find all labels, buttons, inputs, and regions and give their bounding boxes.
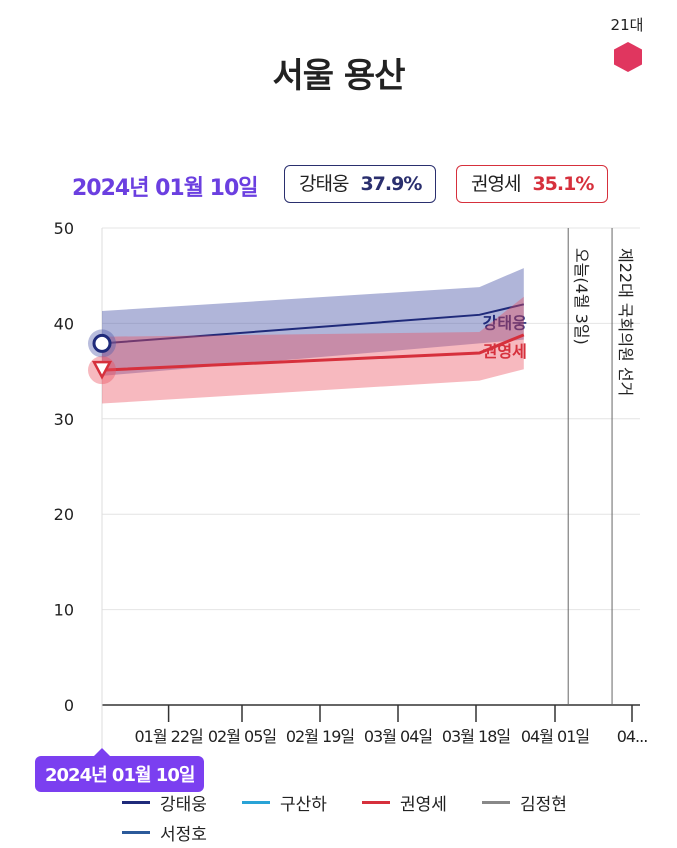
- y-tick-label: 50: [54, 219, 74, 238]
- series-line: [101, 333, 525, 372]
- badge-value: 35.1%: [532, 173, 594, 195]
- confidence-band: [102, 268, 524, 376]
- y-tick-label: 40: [54, 314, 74, 333]
- badge-name: 권영세: [471, 173, 521, 195]
- series-end-label: 권영세: [483, 342, 527, 361]
- x-tick-label: 01월 22일: [134, 727, 203, 746]
- badge-name: 강태웅: [299, 173, 349, 195]
- legend-item[interactable]: 김정현: [482, 790, 567, 815]
- x-tick-label: 03월 04일: [364, 727, 433, 746]
- y-tick-label: 20: [54, 505, 74, 524]
- y-tick-label: 0: [64, 696, 74, 715]
- legend-item[interactable]: 권영세: [362, 790, 447, 815]
- x-tick-label: 04월 01일: [521, 727, 590, 746]
- event-label: 제22대 국회의원 선거: [616, 248, 635, 396]
- badge-value: 37.9%: [360, 173, 422, 195]
- point-marker-circle: [92, 333, 112, 353]
- confidence-band: [102, 296, 524, 404]
- hover-date: 2024년 01월 10일: [72, 176, 258, 201]
- hexagon-icon[interactable]: [614, 42, 642, 72]
- badge-kang: 강태웅 37.9%: [284, 165, 437, 203]
- x-tick-label: 02월 05일: [208, 727, 277, 746]
- legend-item[interactable]: 강태웅: [122, 790, 207, 815]
- legend-item[interactable]: 구산하: [242, 790, 327, 815]
- y-tick-label: 30: [54, 410, 74, 429]
- x-tick-label: 04...: [617, 727, 648, 746]
- badge-kwon: 권영세 35.1%: [456, 165, 609, 203]
- legend-item[interactable]: 서정호: [122, 820, 207, 845]
- series-end-label: 강태웅: [483, 313, 527, 332]
- event-label: 오늘(4월 3일): [572, 248, 591, 345]
- series-line: [101, 303, 525, 345]
- legend-label: 구산하: [280, 795, 327, 815]
- x-tick-label: 03월 18일: [442, 727, 511, 746]
- legend-label: 서정호: [160, 825, 207, 845]
- y-tick-label: 10: [54, 601, 74, 620]
- legend-label: 강태웅: [160, 795, 207, 815]
- x-tick-label: 02월 19일: [286, 727, 355, 746]
- legend-label: 권영세: [400, 795, 447, 815]
- point-marker-triangle: [91, 360, 113, 380]
- x-tooltip: 2024년 01월 10일: [35, 748, 205, 792]
- legend-label: 김정현: [520, 795, 567, 815]
- term-label[interactable]: 21대: [610, 16, 644, 34]
- page-title: 서울 용산: [272, 56, 406, 96]
